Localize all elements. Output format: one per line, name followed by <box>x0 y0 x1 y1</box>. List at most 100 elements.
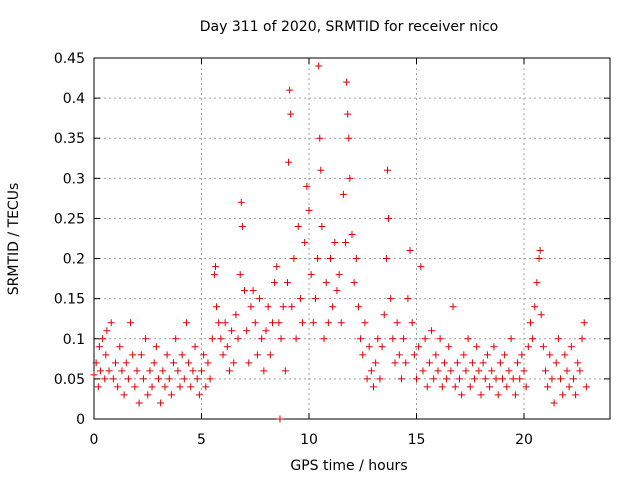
data-point <box>511 391 519 399</box>
data-point <box>443 375 451 383</box>
y-tick-label: 0.3 <box>63 171 85 187</box>
data-point <box>234 335 242 343</box>
x-axis-label: GPS time / hours <box>290 458 407 474</box>
data-point <box>296 295 304 303</box>
data-point <box>329 303 337 311</box>
data-point <box>483 351 491 359</box>
data-point <box>400 335 408 343</box>
data-point <box>468 359 476 367</box>
axis-ticks <box>93 57 610 420</box>
data-point <box>247 303 255 311</box>
data-point <box>505 367 513 375</box>
data-point <box>550 399 558 407</box>
data-point <box>395 351 403 359</box>
data-point <box>473 343 481 351</box>
data-point <box>230 359 238 367</box>
data-point <box>92 359 100 367</box>
data-point <box>258 335 266 343</box>
data-point <box>449 303 457 311</box>
data-point <box>228 327 236 335</box>
data-point <box>503 383 511 391</box>
data-point <box>490 343 498 351</box>
y-tick-label: 0.45 <box>54 51 85 67</box>
data-point <box>315 62 323 70</box>
data-point <box>221 319 229 327</box>
data-point <box>200 351 208 359</box>
data-point <box>204 359 212 367</box>
x-tick-label: 20 <box>515 432 533 448</box>
data-point <box>133 367 141 375</box>
data-point <box>314 255 322 263</box>
data-point <box>477 391 485 399</box>
data-point <box>518 351 526 359</box>
data-point <box>520 367 528 375</box>
data-point <box>561 351 569 359</box>
data-point <box>109 375 117 383</box>
data-point <box>129 351 137 359</box>
data-point <box>219 351 227 359</box>
y-tick-label: 0.4 <box>63 91 85 107</box>
data-point <box>516 375 524 383</box>
data-point <box>387 295 395 303</box>
data-point <box>127 319 135 327</box>
data-point <box>198 367 205 375</box>
data-point <box>96 367 104 375</box>
data-point <box>144 391 152 399</box>
data-point <box>539 343 547 351</box>
data-point <box>114 383 122 391</box>
data-point <box>507 335 515 343</box>
data-point <box>389 335 397 343</box>
data-point <box>419 367 427 375</box>
data-point <box>124 375 132 383</box>
data-point <box>137 351 145 359</box>
data-point <box>378 343 386 351</box>
data-point <box>139 375 147 383</box>
data-point <box>253 351 261 359</box>
data-point <box>288 303 296 311</box>
data-point <box>237 198 245 206</box>
y-tick-label: 0.25 <box>54 211 85 227</box>
data-point <box>526 319 534 327</box>
data-point <box>367 367 375 375</box>
data-point <box>567 343 575 351</box>
data-point <box>404 295 412 303</box>
data-point <box>535 255 543 263</box>
data-point <box>327 255 334 263</box>
data-point <box>155 375 162 383</box>
y-tick-label: 0 <box>76 412 85 428</box>
data-point <box>501 351 509 359</box>
data-point <box>544 383 552 391</box>
data-point <box>241 287 248 295</box>
data-point <box>453 359 461 367</box>
data-point <box>159 367 167 375</box>
data-point <box>572 391 580 399</box>
data-point <box>99 335 107 343</box>
data-point <box>456 375 463 383</box>
data-point <box>105 367 113 375</box>
data-point <box>211 263 219 271</box>
data-point <box>167 391 175 399</box>
data-point <box>536 247 544 255</box>
data-point <box>185 359 193 367</box>
data-point <box>462 367 470 375</box>
data-point <box>107 319 115 327</box>
data-point <box>232 311 240 319</box>
data-point <box>533 279 541 287</box>
data-point <box>208 335 216 343</box>
data-point <box>116 343 124 351</box>
x-tick-label: 15 <box>408 432 426 448</box>
data-point <box>383 166 391 174</box>
data-point <box>294 222 302 230</box>
data-point <box>537 311 545 319</box>
data-point <box>458 391 466 399</box>
data-point <box>148 383 156 391</box>
data-point <box>361 319 369 327</box>
data-point <box>217 335 225 343</box>
data-point <box>187 383 195 391</box>
data-point <box>391 359 399 367</box>
data-point <box>337 319 345 327</box>
data-point <box>213 303 221 311</box>
data-point <box>262 327 270 335</box>
data-point <box>357 335 365 343</box>
data-point <box>425 359 433 367</box>
